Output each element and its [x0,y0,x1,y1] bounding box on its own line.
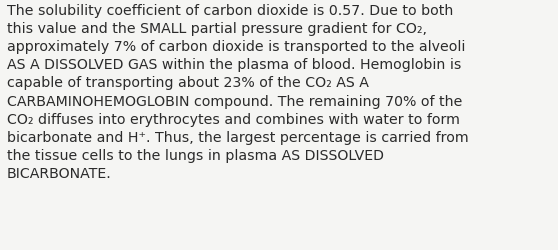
Text: The solubility coefficient of carbon dioxide is 0.57. Due to both
this value and: The solubility coefficient of carbon dio… [7,4,468,181]
